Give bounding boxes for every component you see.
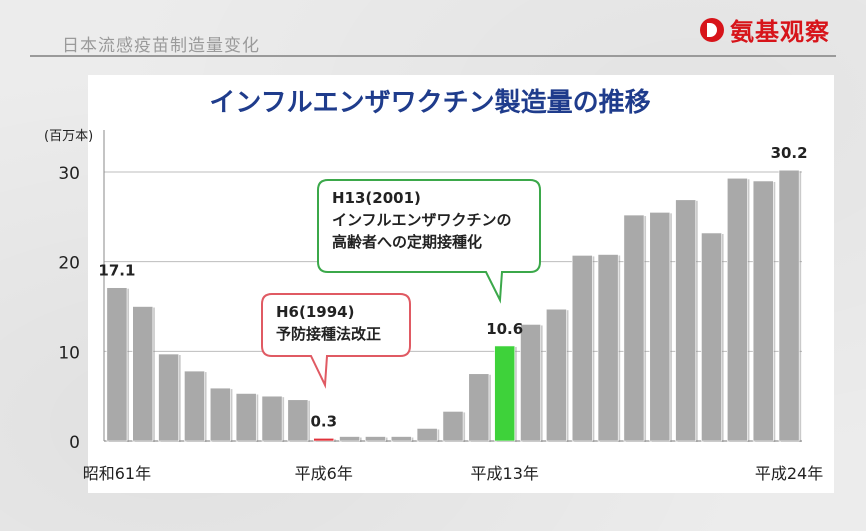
bar bbox=[726, 177, 748, 442]
bar bbox=[287, 399, 309, 442]
annotations: H6(1994) 予防接種法改正 H13(2001) インフルエンザワクチンの高齢者へ… bbox=[261, 179, 541, 389]
annotation-1994: H6(1994) 予防接種法改正 bbox=[261, 293, 411, 389]
bar bbox=[546, 308, 567, 442]
data-label: 0.3 bbox=[310, 412, 337, 430]
data-label: 17.1 bbox=[98, 262, 135, 280]
bar bbox=[701, 232, 722, 442]
x-tick-label: 平成6年 bbox=[295, 464, 353, 483]
bar bbox=[261, 395, 283, 442]
bar bbox=[597, 254, 619, 442]
callout-text: H13(2001) bbox=[332, 189, 421, 207]
bar bbox=[442, 411, 464, 442]
callout-bubble bbox=[317, 179, 541, 304]
x-tick-label: 昭和61年 bbox=[83, 464, 151, 483]
y-tick-label: 20 bbox=[58, 254, 80, 274]
y-tick-label: 0 bbox=[69, 433, 80, 453]
y-tick-label: 30 bbox=[58, 164, 80, 184]
callout-text: 高齢者への定期接種化 bbox=[332, 233, 482, 251]
brand-logo-icon bbox=[700, 17, 724, 42]
bar bbox=[209, 387, 231, 442]
bar bbox=[158, 353, 180, 442]
bar bbox=[468, 373, 490, 442]
bar bbox=[106, 287, 128, 442]
bar bbox=[571, 255, 593, 442]
bars bbox=[106, 169, 802, 442]
chart-title: インフルエンザワクチン製造量の推移 bbox=[209, 88, 650, 118]
bar bbox=[235, 393, 257, 442]
data-label: 10.6 bbox=[486, 320, 523, 338]
bar bbox=[649, 212, 671, 442]
bar bbox=[184, 370, 205, 442]
bar bbox=[313, 438, 335, 442]
callout-text: 予防接種法改正 bbox=[276, 325, 381, 343]
bar bbox=[623, 214, 645, 442]
bar bbox=[132, 306, 154, 442]
bar bbox=[494, 345, 516, 442]
callout-bubble bbox=[261, 293, 411, 389]
data-label: 30.2 bbox=[771, 144, 808, 162]
bar bbox=[520, 324, 541, 442]
header-divider bbox=[30, 55, 836, 57]
bar bbox=[416, 428, 438, 442]
brand-name: 氨基观察 bbox=[730, 18, 830, 46]
callout-text: H6(1994) bbox=[276, 303, 354, 321]
x-tick-label: 平成13年 bbox=[471, 464, 539, 483]
x-tick-label: 平成24年 bbox=[755, 464, 823, 483]
bar bbox=[339, 436, 360, 442]
page-title: 日本流感疫苗制造量变化 bbox=[62, 36, 260, 56]
labels: 0 10 20 30 昭和61年 平成6年 平成13年 平成24年 17.1 0.3 10.6 30.… bbox=[58, 144, 823, 483]
bar bbox=[675, 199, 697, 442]
bar bbox=[778, 169, 800, 442]
y-tick-label: 10 bbox=[58, 343, 80, 363]
bar bbox=[365, 436, 386, 442]
bar bbox=[752, 180, 774, 442]
bar bbox=[390, 436, 412, 442]
callout-text: インフルエンザワクチンの bbox=[332, 211, 512, 229]
brand: 氨基观察 bbox=[700, 12, 830, 47]
y-axis-unit-label: (百万本) bbox=[44, 129, 93, 144]
